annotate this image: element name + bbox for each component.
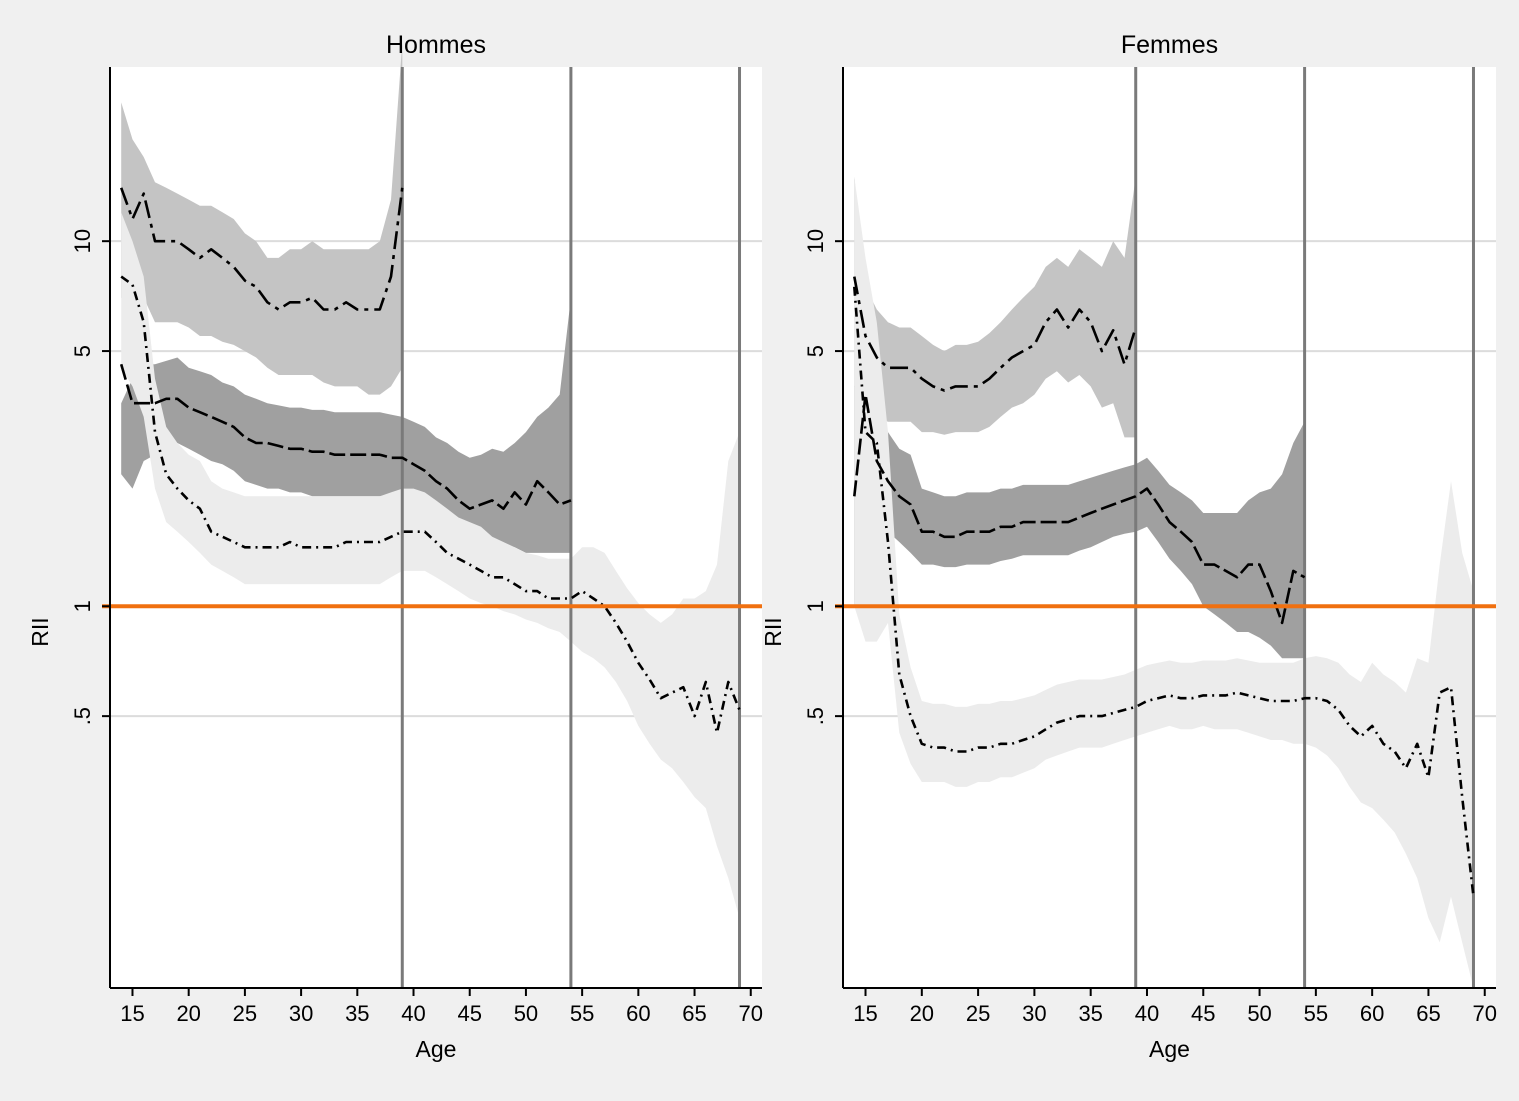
confidence-band-0 [854, 176, 1136, 438]
x-tick-label: 25 [966, 1001, 990, 1026]
x-tick-label: 70 [1472, 1001, 1496, 1026]
confidence-bands [121, 42, 740, 919]
y-tick-label: 5 [70, 345, 95, 357]
y-axis-label: RII [27, 617, 53, 646]
x-tick-label: 40 [1135, 1001, 1159, 1026]
x-tick-label: 55 [570, 1001, 594, 1026]
x-tick-label: 30 [289, 1001, 313, 1026]
x-axis-label: Age [1149, 1036, 1190, 1062]
y-tick-label: 5 [803, 345, 828, 357]
x-tick-label: 70 [739, 1001, 763, 1026]
y-axis-label: RII [760, 617, 786, 646]
series-line-0 [853, 276, 1137, 392]
x-tick-label: 45 [457, 1001, 481, 1026]
y-tick-label: 10 [70, 229, 95, 253]
x-tick-label: 15 [120, 1001, 144, 1026]
panel-title: Hommes [386, 31, 486, 59]
x-tick-label: 15 [853, 1001, 877, 1026]
x-tick-label: 30 [1022, 1001, 1046, 1026]
confidence-bands [854, 176, 1474, 988]
series-lines [853, 276, 1475, 897]
confidence-band-1 [854, 336, 1305, 659]
y-tick-label: 1 [70, 600, 95, 612]
x-tick-label: 25 [233, 1001, 257, 1026]
series-line-1 [119, 363, 572, 511]
x-tick-label: 40 [401, 1001, 425, 1026]
x-tick-label: 60 [626, 1001, 650, 1026]
x-tick-label: 45 [1191, 1001, 1215, 1026]
y-tick-label: 1 [803, 600, 828, 612]
series-line-2 [120, 275, 741, 735]
y-tick-label: .5 [70, 707, 95, 725]
x-tick-label: 35 [1078, 1001, 1102, 1026]
x-axis-label: Age [416, 1036, 457, 1062]
y-tick-label: 10 [803, 229, 828, 253]
confidence-band-2 [121, 212, 740, 919]
series-lines [119, 187, 741, 735]
series-line-0 [119, 187, 404, 311]
x-tick-label: 50 [1247, 1001, 1271, 1026]
x-tick-label: 65 [682, 1001, 706, 1026]
x-tick-label: 50 [514, 1001, 538, 1026]
x-tick-label: 20 [176, 1001, 200, 1026]
series-line-1 [853, 393, 1306, 625]
x-tick-label: 35 [345, 1001, 369, 1026]
x-tick-label: 65 [1416, 1001, 1440, 1026]
x-tick-label: 60 [1360, 1001, 1384, 1026]
confidence-band-1 [121, 297, 571, 553]
x-tick-label: 20 [910, 1001, 934, 1026]
panel-title: Femmes [1121, 31, 1218, 59]
vertical-lines [1134, 67, 1475, 988]
vertical-lines [400, 67, 742, 988]
confidence-band-0 [121, 42, 403, 395]
y-tick-label: .5 [803, 707, 828, 725]
series-line-2 [853, 286, 1475, 897]
x-tick-label: 55 [1304, 1001, 1328, 1026]
